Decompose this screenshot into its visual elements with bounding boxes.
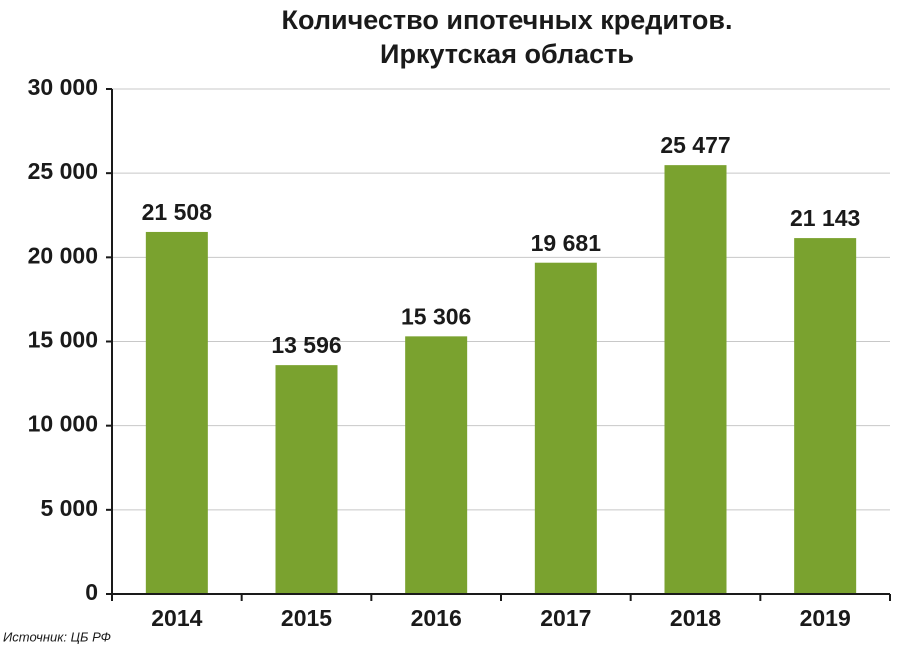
y-tick-label: 10 000 [28,411,98,437]
value-label: 19 681 [531,230,602,256]
bar [405,336,468,594]
bar [275,365,338,594]
value-label: 13 596 [271,332,341,358]
bar [534,262,597,594]
bar [145,231,208,594]
y-tick-label: 5 000 [40,495,98,521]
x-tick-label: 2016 [411,605,462,631]
y-tick-label: 0 [85,579,98,605]
value-label: 25 477 [660,132,730,158]
chart-title: Количество ипотечных кредитов. [282,5,733,35]
y-tick-label: 20 000 [28,242,98,268]
chart-title: Иркутская область [380,39,634,69]
x-tick-label: 2015 [281,605,332,631]
y-tick-label: 15 000 [28,327,98,353]
x-tick-label: 2014 [151,605,202,631]
y-tick-label: 30 000 [28,74,98,100]
bar [794,238,857,594]
x-tick-label: 2018 [670,605,721,631]
value-label: 15 306 [401,303,471,329]
value-label: 21 143 [790,205,860,231]
x-tick-label: 2017 [540,605,591,631]
bar [664,165,727,595]
source-note: Источник: ЦБ РФ [3,629,111,644]
y-tick-label: 25 000 [28,158,98,184]
x-tick-label: 2019 [800,605,851,631]
value-label: 21 508 [142,199,213,225]
